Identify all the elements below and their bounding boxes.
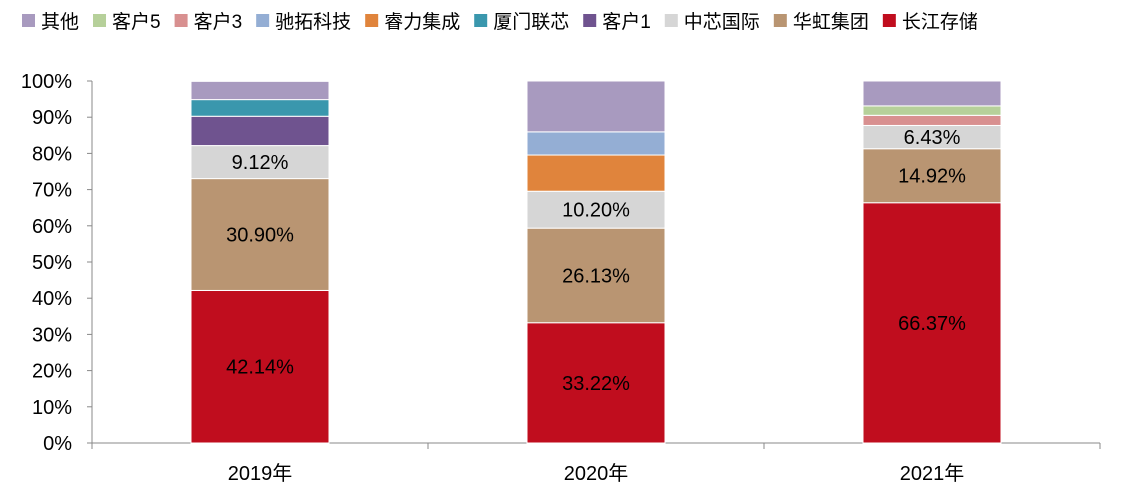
bar-segment	[190, 115, 330, 147]
legend-label: 睿力集成	[384, 11, 460, 33]
bar-segment	[526, 322, 666, 444]
legend-label: 厦门联芯	[493, 11, 569, 33]
bar-segment	[526, 154, 666, 192]
legend-swatch	[22, 14, 35, 27]
data-label: 33.22%	[562, 373, 630, 395]
x-tick-label: 2021年	[900, 462, 965, 485]
legend-swatch	[583, 14, 597, 27]
x-tick-label: 2019年	[228, 462, 293, 485]
data-label: 42.14%	[226, 357, 294, 379]
legend-swatch	[174, 14, 188, 27]
bar-segment	[190, 99, 330, 117]
bar-segment	[862, 114, 1002, 126]
data-label: 26.13%	[562, 265, 630, 287]
legend-label: 其他	[41, 11, 79, 33]
bar-segment	[526, 190, 666, 229]
legend-label: 华虹集团	[793, 11, 869, 33]
legend-swatch	[256, 14, 270, 27]
y-tick-label: 100%	[21, 71, 72, 93]
y-tick-label: 50%	[32, 252, 72, 274]
bar-segment	[190, 80, 330, 101]
bar-segment	[862, 80, 1002, 107]
bar-segment	[862, 148, 1002, 204]
y-tick-label: 30%	[32, 324, 72, 346]
bar-segment	[526, 131, 666, 156]
y-tick-label: 70%	[32, 180, 72, 202]
data-label: 30.90%	[226, 225, 294, 247]
bar-segment	[526, 80, 666, 133]
x-tick-label: 2020年	[564, 462, 629, 485]
y-tick-label: 80%	[32, 143, 72, 165]
legend-label: 中芯国际	[684, 11, 760, 33]
legend-label: 客户5	[112, 11, 161, 33]
y-tick-label: 90%	[32, 107, 72, 129]
y-tick-label: 20%	[32, 361, 72, 383]
data-label: 9.12%	[232, 152, 289, 174]
legend-swatch	[474, 14, 488, 27]
legend-swatch	[93, 14, 107, 27]
y-tick-label: 0%	[43, 433, 72, 455]
bar-segment	[190, 178, 330, 291]
legend-swatch	[773, 14, 787, 27]
y-tick-label: 40%	[32, 288, 72, 310]
data-label: 10.20%	[562, 200, 630, 222]
legend-swatch	[664, 14, 678, 27]
data-label: 6.43%	[904, 127, 961, 149]
legend-swatch	[882, 14, 896, 27]
legend-label: 驰拓科技	[275, 11, 351, 33]
legend-label: 客户3	[194, 11, 243, 33]
legend-label: 客户1	[602, 11, 651, 33]
bar-segment	[190, 289, 330, 444]
y-tick-label: 60%	[32, 216, 72, 238]
bar-segment	[526, 227, 666, 324]
data-label: 14.92%	[898, 166, 966, 188]
y-tick-label: 10%	[32, 397, 72, 419]
bar-segment	[862, 105, 1002, 116]
bar-segment	[190, 145, 330, 180]
legend-label: 长江存储	[902, 11, 978, 33]
legend-swatch	[365, 14, 379, 27]
data-label: 66.37%	[898, 313, 966, 335]
